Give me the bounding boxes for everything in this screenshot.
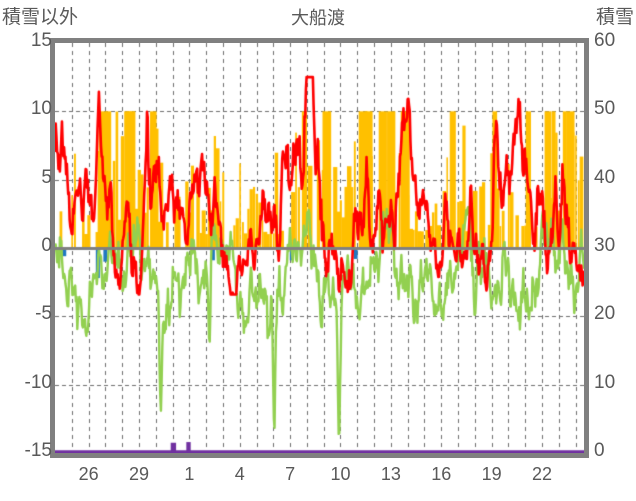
y-tick-right-5: 10 <box>594 371 616 393</box>
x-tick-9: 22 <box>532 464 553 484</box>
right-axis-caption: 積雪 <box>595 7 634 28</box>
x-tick-5: 10 <box>330 464 351 484</box>
y-tick-left-1: 10 <box>30 98 52 120</box>
x-tick-8: 19 <box>481 464 502 484</box>
y-tick-left-0: 15 <box>30 30 52 51</box>
y-tick-left-3: 0 <box>41 235 52 256</box>
x-tick-0: 26 <box>78 464 99 484</box>
y-tick-left-6: -15 <box>24 440 52 461</box>
left-axis-caption: 積雪以外 <box>2 7 79 28</box>
y-tick-right-0: 60 <box>594 30 616 51</box>
y-tick-right-4: 20 <box>594 303 616 325</box>
chart-title: 大船渡 <box>291 8 345 28</box>
y-tick-right-1: 50 <box>594 98 616 120</box>
x-tick-2: 1 <box>184 464 195 484</box>
y-tick-left-5: -10 <box>24 371 52 393</box>
y-tick-right-6: 0 <box>594 440 605 461</box>
plot-area <box>55 43 584 453</box>
x-tick-4: 7 <box>285 464 296 484</box>
chart-canvas <box>55 43 584 453</box>
x-tick-3: 4 <box>234 464 245 484</box>
y-tick-right-3: 30 <box>594 235 616 256</box>
x-tick-7: 16 <box>431 464 452 484</box>
y-tick-left-4: -5 <box>35 303 52 325</box>
y-tick-left-2: 5 <box>41 166 52 188</box>
x-tick-6: 13 <box>380 464 401 484</box>
y-tick-right-2: 40 <box>594 166 616 188</box>
x-tick-1: 29 <box>128 464 149 484</box>
plot-frame <box>50 38 589 458</box>
